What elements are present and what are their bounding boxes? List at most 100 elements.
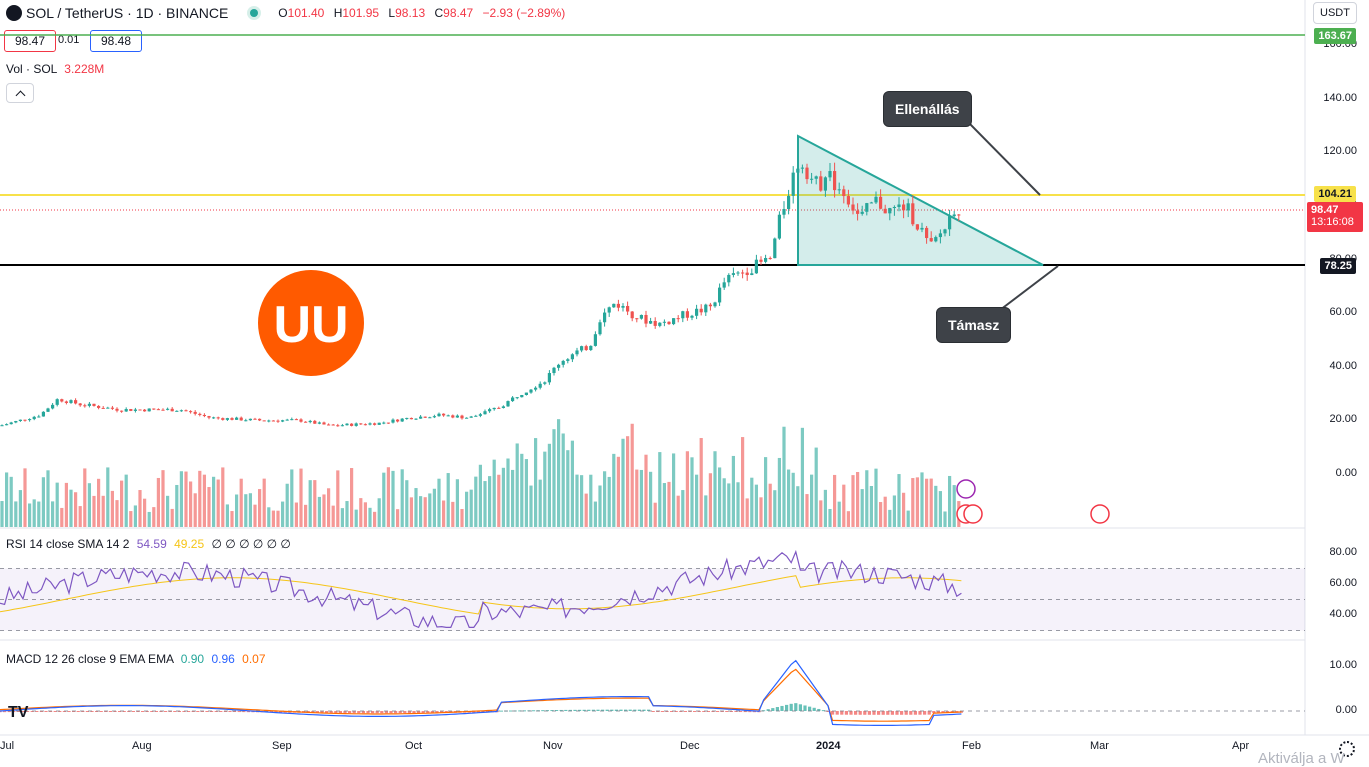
candle-body [382,422,386,424]
volume-bar [764,457,768,527]
volume-bar [856,471,860,527]
candle-body [644,314,648,324]
volume-bar [787,469,791,527]
candle-body [115,408,119,411]
volume-bar [363,502,367,527]
macd-histogram-bar [679,711,683,712]
volume-bar [235,494,239,527]
resistance-callout[interactable]: Ellenállás [883,91,972,127]
candle-body [695,308,699,316]
volume-bar [800,427,804,527]
currency-select[interactable]: USDT [1313,2,1357,24]
volume-bar [198,470,202,527]
macd-histogram-bar [844,711,848,715]
candle-body [152,408,156,410]
macd-histogram-bar [909,711,913,715]
windows-activation-watermark: Aktiválja a W [1258,750,1345,767]
candle-body [175,410,179,412]
volume-bar [175,484,179,527]
rsi-legend: RSI 14 close SMA 14 2 54.59 49.25 ∅ ∅ ∅ … [6,537,291,551]
volume-bar [906,510,910,527]
candle-body [419,416,423,419]
macd-histogram-bar [177,711,181,712]
volume-bar [391,470,395,527]
volume-bar [179,471,183,527]
macd-histogram-bar [693,711,697,712]
macd-histogram-bar [141,711,145,712]
volume-bar [708,473,712,527]
macd-histogram-bar [651,711,655,712]
candle-body [267,420,271,422]
macd-histogram-bar [311,711,315,713]
macd-histogram-bar [407,711,411,714]
candle-body [161,409,165,411]
volume-bar [934,485,938,527]
volume-bar [534,438,538,527]
macd-histogram-bar [729,711,733,712]
macd-histogram-bar [329,711,333,714]
volume-bar [9,476,13,527]
symbol-title[interactable]: SOL / TetherUS · 1D · BINANCE [26,5,229,21]
candle-body [810,178,814,180]
candle-body [276,420,280,422]
volume-bar [290,469,294,527]
collapse-legend-button[interactable] [6,83,34,103]
candle-body [819,176,823,191]
macd-histogram-bar [683,711,687,712]
macd-histogram-bar [886,711,890,715]
resistance-price-tag: 104.21 [1314,186,1356,202]
macd-histogram-bar [637,709,641,711]
macd-histogram-bar [932,711,936,713]
candle-body [782,208,786,215]
candle-body [938,233,942,238]
support-callout[interactable]: Támasz [936,307,1012,343]
candle-body [409,417,413,420]
rsi-line [0,549,962,629]
macd-histogram-bar [233,711,237,713]
candle-body [327,424,331,426]
volume-bar [805,494,809,527]
macd-histogram-bar [375,711,379,714]
volume-bar [883,496,887,527]
volume-bar [14,501,18,527]
chart-header: SOL / TetherUS · 1D · BINANCE O101.40 H1… [0,0,1300,26]
macd-histogram-bar [403,711,407,714]
candle-body [768,257,772,259]
macd-histogram-bar [81,711,85,712]
macd-histogram-bar [127,711,131,712]
volume-bar [170,508,174,527]
volume-bar [938,491,942,527]
candle-body [925,227,929,239]
macd-histogram-bar [53,711,57,712]
settings-gear-icon[interactable] [1339,741,1355,757]
candle-body [672,318,676,325]
macd-histogram-bar [702,711,706,712]
price-axis-tick: 20.00 [1329,413,1357,426]
volume-bar [460,508,464,527]
candle-body [754,259,758,274]
macd-histogram-bar [352,711,356,714]
volume-bar [547,443,551,527]
macd-histogram-bar [371,711,375,714]
volume-bar [699,438,703,527]
price-axis-tick: 120.00 [1323,145,1357,158]
candle-body [787,195,791,209]
macd-histogram-bar [674,711,678,712]
macd-histogram-bar [578,709,582,711]
macd-histogram-bar [334,711,338,714]
macd-histogram-bar [104,711,108,712]
macd-histogram-bar [412,711,416,714]
price-axis-tick: 40.00 [1329,359,1357,372]
candle-body [488,409,492,412]
volume-bar [828,508,832,527]
volume-bar [515,443,519,527]
candle-body [166,408,170,410]
volume-bar [782,426,786,527]
volume-bar [331,505,335,527]
candle-body [676,318,680,320]
candle-body [78,403,82,406]
candle-body [198,413,202,415]
candle-body [299,419,303,422]
macd-histogram-bar [398,711,402,714]
